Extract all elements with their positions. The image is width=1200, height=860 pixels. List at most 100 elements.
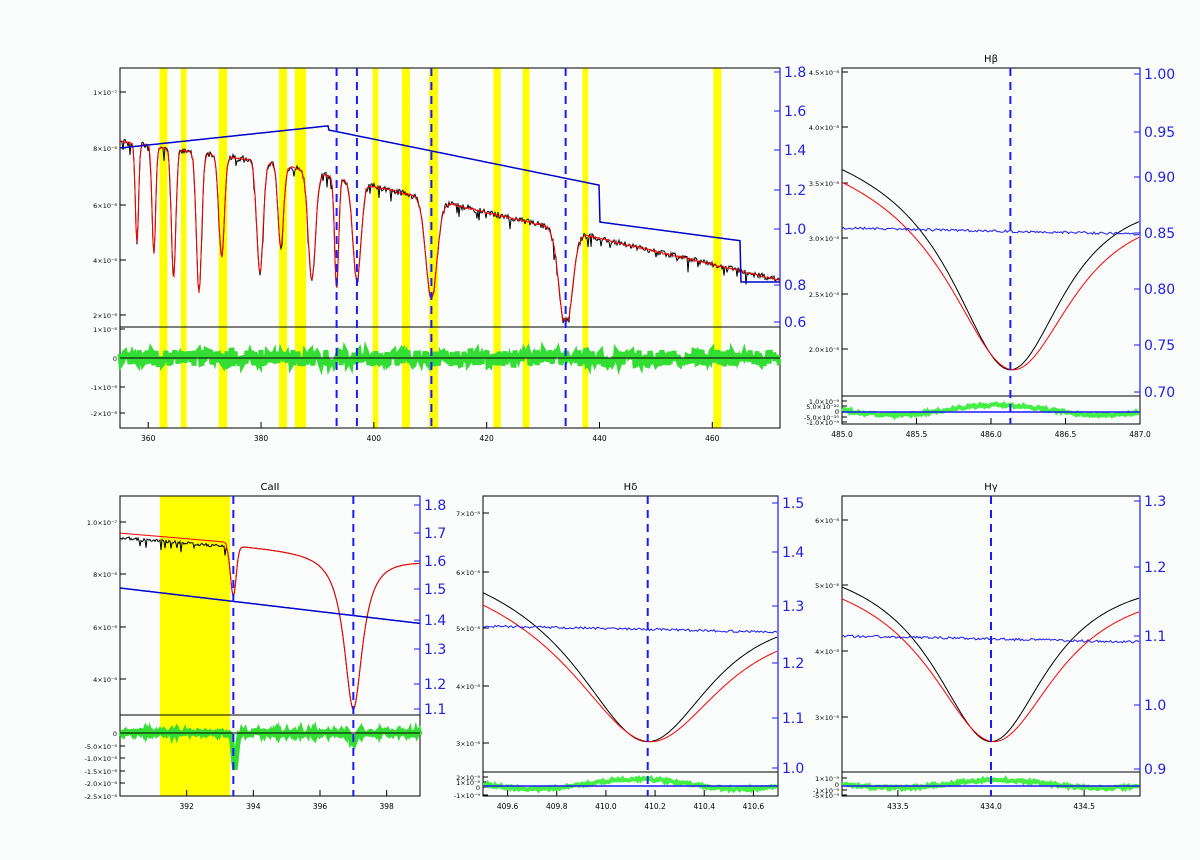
- excluded-region-band: [429, 68, 439, 428]
- residual-band: [118, 721, 423, 771]
- y-tick-label: 7×10⁻⁸: [456, 510, 480, 518]
- x-tick-label: 486.0: [980, 430, 1002, 439]
- right-tick-label: 1.2: [782, 656, 804, 672]
- x-tick-label: 460: [705, 434, 720, 443]
- ratio-line: [119, 125, 780, 283]
- right-tick-label: 0.80: [1144, 282, 1175, 298]
- excluded-region-band: [159, 68, 168, 428]
- resid-tick-label: 2×10⁻⁹: [456, 774, 480, 782]
- right-tick-label: 1.5: [424, 582, 446, 598]
- y-tick-label: 6×10⁻⁸: [93, 624, 117, 632]
- resid-tick-label: -2×10⁻⁸: [91, 410, 118, 418]
- y-tick-label: 1×10⁻⁷: [93, 89, 117, 97]
- excluded-region-band: [160, 496, 230, 796]
- resid-tick-label: 1×10⁻⁸: [93, 326, 117, 334]
- excluded-region-band: [522, 68, 530, 428]
- right-tick-label: 1.1: [782, 711, 804, 727]
- y-tick-label: 6×10⁻⁸: [815, 517, 839, 525]
- right-tick-label: 0.70: [1144, 385, 1175, 401]
- right-tick-label: 1.5: [782, 496, 804, 512]
- resid-tick-label: -1×10⁻⁸: [91, 384, 118, 392]
- resid-tick-label: 1×10⁻⁹: [456, 779, 480, 787]
- right-tick-label: 0.6: [784, 315, 806, 331]
- x-tick-label: 410.0: [595, 802, 617, 811]
- model-profile-line: [482, 604, 778, 743]
- right-tick-label: 1.3: [1144, 494, 1166, 510]
- resid-tick-label: -1×10⁻⁹: [454, 792, 481, 800]
- right-tick-label: 0.90: [1144, 170, 1175, 186]
- x-tick-label: 420: [480, 434, 495, 443]
- x-tick-label: 380: [254, 434, 269, 443]
- hd-frame: [482, 495, 779, 797]
- x-tick-label: 486.5: [1055, 430, 1077, 439]
- x-tick-label: 410.6: [743, 802, 765, 811]
- x-tick-label: 434.0: [980, 802, 1002, 811]
- resid-tick-label: -1.0×10⁻⁹: [807, 419, 840, 427]
- x-tick-label: 440: [592, 434, 607, 443]
- ratio-line: [119, 587, 421, 625]
- right-tick-label: 1.3: [424, 642, 446, 658]
- resid-tick-label: 0: [835, 781, 839, 789]
- right-tick-label: 1.8: [784, 65, 806, 81]
- excluded-region-band: [582, 68, 589, 428]
- resid-tick-label: 0: [476, 784, 480, 792]
- y-tick-label: 6×10⁻⁸: [456, 569, 480, 577]
- y-tick-label: 4.5×10⁻⁸: [809, 69, 839, 77]
- observed-profile-line: [482, 592, 778, 743]
- right-tick-label: 1.0: [782, 761, 804, 777]
- right-tick-label: 1.0: [1144, 698, 1166, 714]
- right-tick-label: 1.1: [424, 702, 446, 718]
- panel-title: CaII: [260, 482, 279, 493]
- excluded-region-band: [180, 68, 187, 428]
- y-tick-label: 4×10⁻⁸: [93, 676, 117, 684]
- right-tick-label: 1.0: [784, 222, 806, 238]
- right-tick-label: 0.75: [1144, 338, 1175, 354]
- panel-title: Hγ: [984, 482, 998, 493]
- right-tick-label: 0.85: [1144, 226, 1175, 242]
- excluded-region-band: [372, 68, 379, 428]
- resid-tick-label: -1×10⁻⁹: [813, 787, 840, 795]
- y-tick-label: 5×10⁻⁸: [456, 625, 480, 633]
- y-tick-label: 4×10⁻⁸: [456, 683, 480, 691]
- observed-profile-line: [841, 169, 1140, 371]
- resid-tick-label: -2.0×10⁻⁸: [85, 780, 118, 788]
- resid-tick-label: 0: [113, 730, 117, 738]
- resid-tick-label: -1.5×10⁻⁸: [85, 768, 118, 776]
- residual-band: [117, 341, 782, 376]
- y-tick-label: 6×10⁻⁸: [93, 202, 117, 210]
- right-tick-label: 1.4: [424, 613, 446, 629]
- x-tick-label: 392: [180, 802, 195, 811]
- x-tick-label: 394: [246, 802, 261, 811]
- excluded-region-band: [493, 68, 501, 428]
- resid-tick-label: -1.0×10⁻⁸: [85, 755, 118, 763]
- y-tick-label: 8×10⁻⁸: [93, 145, 117, 153]
- resid-tick-label: -2.5×10⁻⁸: [85, 793, 118, 801]
- x-tick-label: 487.0: [1129, 430, 1151, 439]
- right-tick-label: 1.2: [784, 183, 806, 199]
- resid-tick-label: 1×10⁻⁹: [815, 775, 839, 783]
- y-tick-label: 4×10⁻⁸: [815, 648, 839, 656]
- x-tick-label: 410.4: [694, 802, 716, 811]
- x-tick-label: 400: [367, 434, 382, 443]
- y-tick-label: 2.0×10⁻⁸: [809, 346, 839, 354]
- right-tick-label: 1.00: [1144, 67, 1175, 83]
- x-tick-label: 396: [313, 802, 328, 811]
- excluded-region-band: [713, 68, 722, 428]
- resid-tick-label: -5×10⁻⁹: [813, 792, 840, 800]
- right-tick-label: 1.7: [424, 526, 446, 542]
- panel-title: Hδ: [624, 482, 638, 493]
- right-tick-label: 1.4: [782, 545, 804, 561]
- resid-tick-label: 1.0×10⁻⁹: [809, 398, 839, 406]
- y-tick-label: 4.0×10⁻⁸: [809, 124, 839, 132]
- excluded-region-band: [294, 68, 307, 428]
- x-tick-label: 360: [141, 434, 156, 443]
- model-spectrum-line: [119, 140, 781, 322]
- resid-tick-label: 0: [113, 355, 117, 363]
- residual-band: [483, 774, 779, 794]
- y-tick-label: 5×10⁻⁸: [815, 582, 839, 590]
- y-tick-label: 3×10⁻⁸: [456, 740, 480, 748]
- panel-title: Hβ: [984, 54, 998, 65]
- resid-tick-label: -5.0×10⁻⁹: [85, 743, 118, 751]
- model-spectrum-line: [119, 532, 420, 710]
